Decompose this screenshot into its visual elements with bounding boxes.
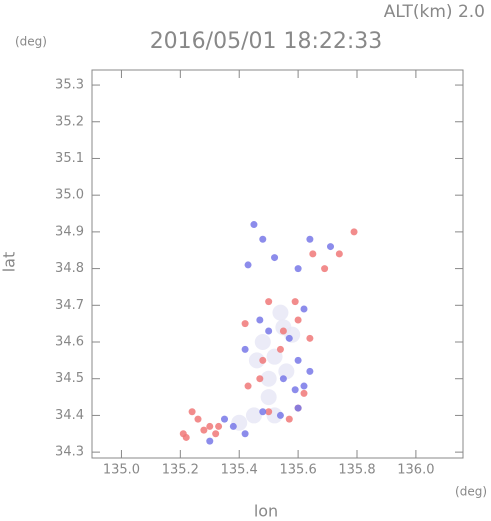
echo-point [300,382,308,390]
echo-point [194,415,202,423]
echo-point [278,363,295,380]
echo-point [241,320,249,328]
echo-point [265,298,273,306]
y-tick-label: 35.0 [55,188,84,203]
echo-point [327,243,334,251]
echo-point [279,327,287,335]
echo-point [244,382,252,390]
echo-point [212,430,220,438]
echo-point [245,407,262,424]
y-tick-label: 35.3 [55,78,84,93]
echo-point [259,235,267,243]
x-unit: (deg) [455,485,487,499]
echo-point [182,433,190,441]
x-axis-label: lon [254,502,278,521]
echo-point [272,304,289,321]
echo-point [306,367,314,375]
echo-point [306,235,314,243]
echo-point [265,327,273,335]
echo-point [221,415,228,423]
chart-title: 2016/05/01 18:22:33 [150,29,383,54]
echo-point [266,348,283,365]
echo-point [291,298,299,306]
x-tick-label: 135.0 [103,463,140,478]
echo-point [244,261,252,269]
echo-point [206,437,214,445]
echo-point [285,415,293,423]
echo-point [206,422,214,430]
plot-frame [91,69,464,459]
echo-point [335,250,343,258]
echo-point [250,221,258,229]
echo-point [276,345,284,353]
x-tick-label: 135.2 [162,463,199,478]
echo-point [260,389,277,406]
echo-point [271,254,279,262]
y-tick-label: 34.9 [55,224,84,239]
echo-point [256,316,264,324]
y-tick-label: 34.6 [55,335,84,350]
echo-point [294,265,302,273]
echo-point [294,404,302,412]
y-tick-label: 34.3 [55,445,84,460]
y-tick-label: 34.5 [55,371,84,386]
y-tick-label: 34.7 [55,298,84,313]
echo-point [265,408,273,416]
echo-point [259,356,267,364]
y-unit: (deg) [15,35,47,49]
echo-point [256,375,264,383]
y-tick-label: 35.1 [55,151,84,166]
y-axis-label: lat [0,252,19,273]
echo-point [241,345,249,353]
echo-point [285,334,293,342]
y-tick-label: 34.8 [55,261,84,276]
echo-point [241,430,249,438]
echo-point [276,411,284,419]
y-tick-label: 34.4 [55,408,84,423]
x-tick-label: 136.0 [397,463,434,478]
echo-point [254,334,271,351]
echo-point [350,228,358,236]
x-tick-label: 135.4 [221,463,258,478]
echo-point [200,426,208,434]
echo-point [300,389,308,397]
echo-point [291,386,299,394]
y-tick-label: 35.2 [55,114,84,129]
echo-point [248,352,265,369]
echo-point [275,319,292,336]
echo-point [300,305,308,313]
echo-point [306,334,314,342]
echo-point [229,422,237,430]
echo-point [294,316,302,324]
altitude-label: ALT(km) 2.0 [384,2,485,22]
x-tick-label: 135.6 [280,463,317,478]
echo-point [188,408,196,416]
echo-point [309,250,317,258]
echo-point [294,356,302,364]
echo-point [259,408,267,416]
echo-point [279,375,287,383]
x-tick-label: 135.8 [338,463,375,478]
echo-point [260,370,277,387]
echo-point [215,422,223,430]
echo-point [321,265,329,273]
